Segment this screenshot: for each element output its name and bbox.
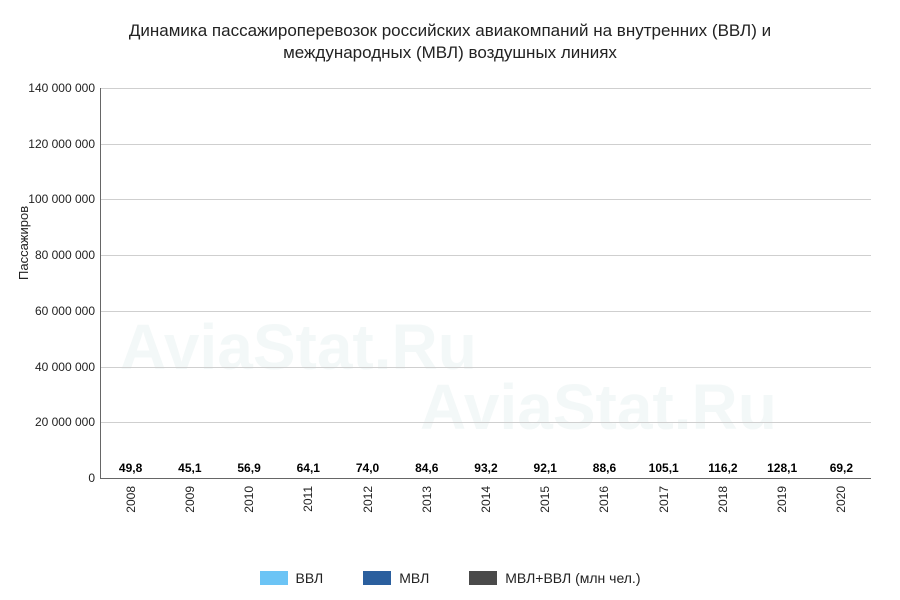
chart-container: Динамика пассажироперевозок российских а… — [0, 0, 900, 600]
x-tick-label: 2015 — [538, 486, 552, 513]
y-tick-label: 60 000 000 — [35, 304, 95, 318]
plot-area: 49,8 45,1 56,9 64,1 74,0 84,6 93,2 92,1 88,6 105,… — [100, 88, 871, 479]
legend-label: МВЛ — [399, 570, 429, 586]
legend: ВВЛ МВЛ МВЛ+ВВЛ (млн чел.) — [0, 570, 900, 586]
legend-item-total: МВЛ+ВВЛ (млн чел.) — [469, 570, 640, 586]
bar-total-label: 49,8 — [119, 461, 142, 475]
x-tick-label: 2020 — [834, 486, 848, 513]
bar-total-label: 84,6 — [415, 461, 438, 475]
gridline — [101, 367, 871, 368]
gridline — [101, 144, 871, 145]
y-tick-label: 40 000 000 — [35, 360, 95, 374]
chart-title: Динамика пассажироперевозок российских а… — [70, 20, 830, 64]
bar-total-label: 64,1 — [297, 461, 320, 475]
x-tick-label: 2009 — [183, 486, 197, 513]
gridline — [101, 88, 871, 89]
x-tick-label: 2011 — [301, 486, 315, 512]
legend-item-mvl: МВЛ — [363, 570, 429, 586]
bar-total-label: 128,1 — [767, 461, 797, 475]
y-axis-label: Пассажиров — [16, 206, 31, 280]
legend-label: ВВЛ — [296, 570, 324, 586]
x-tick-label: 2017 — [657, 486, 671, 513]
bar-total-label: 88,6 — [593, 461, 616, 475]
gridline — [101, 255, 871, 256]
bar-total-label: 93,2 — [474, 461, 497, 475]
y-tick-label: 120 000 000 — [28, 137, 95, 151]
x-tick-label: 2008 — [124, 486, 138, 513]
legend-swatch-icon — [260, 571, 288, 585]
x-tick-label: 2019 — [775, 486, 789, 513]
x-tick-label: 2014 — [479, 486, 493, 513]
x-tick-label: 2010 — [242, 486, 256, 513]
bars-layer: 49,8 45,1 56,9 64,1 74,0 84,6 93,2 92,1 88,6 105,… — [101, 88, 871, 478]
y-tick-label: 140 000 000 — [28, 81, 95, 95]
y-tick-label: 20 000 000 — [35, 415, 95, 429]
x-tick-label: 2012 — [361, 486, 375, 513]
bar-total-label: 116,2 — [708, 461, 737, 475]
legend-swatch-icon — [469, 571, 497, 585]
bar-total-label: 92,1 — [534, 461, 557, 475]
bar-total-label: 74,0 — [356, 461, 379, 475]
legend-label: МВЛ+ВВЛ (млн чел.) — [505, 570, 640, 586]
legend-item-vvl: ВВЛ — [260, 570, 324, 586]
gridline — [101, 199, 871, 200]
y-tick-label: 0 — [88, 471, 95, 485]
bar-total-label: 45,1 — [178, 461, 201, 475]
y-tick-label: 100 000 000 — [28, 192, 95, 206]
bar-total-label: 56,9 — [237, 461, 260, 475]
x-tick-label: 2018 — [716, 486, 730, 513]
bar-total-label: 69,2 — [830, 461, 853, 475]
x-tick-label: 2013 — [420, 486, 434, 513]
gridline — [101, 422, 871, 423]
y-tick-label: 80 000 000 — [35, 248, 95, 262]
gridline — [101, 311, 871, 312]
bar-total-label: 105,1 — [649, 461, 679, 475]
x-tick-label: 2016 — [597, 486, 611, 513]
legend-swatch-icon — [363, 571, 391, 585]
